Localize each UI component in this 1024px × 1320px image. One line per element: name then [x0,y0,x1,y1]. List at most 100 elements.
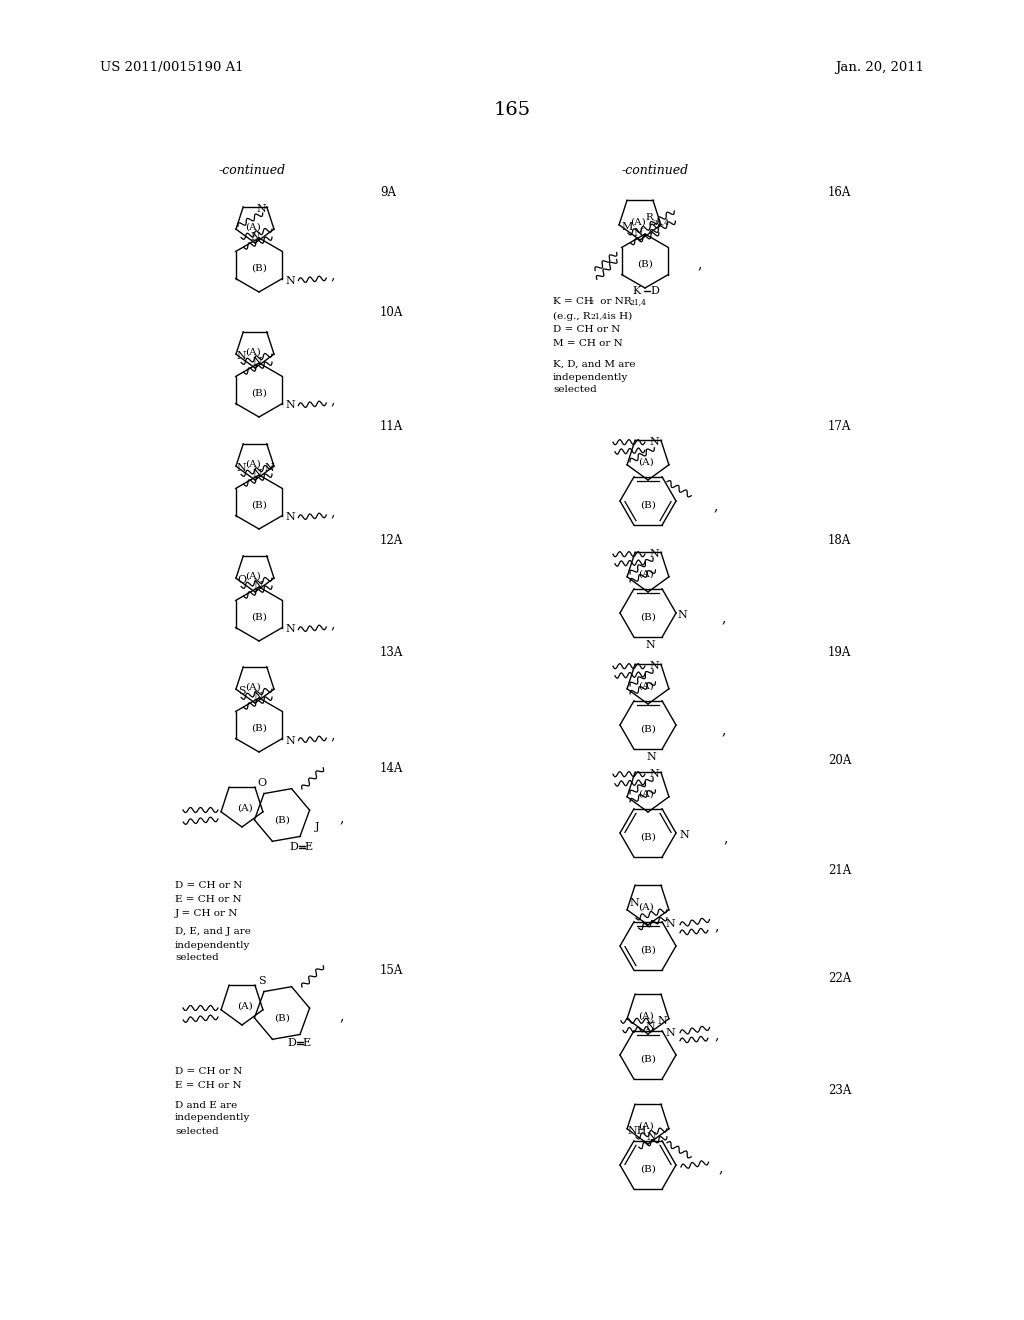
Text: ,: , [340,1008,344,1023]
Text: 22A: 22A [828,972,851,985]
Text: (A): (A) [638,903,654,912]
Text: ,: , [722,723,726,737]
Text: E = CH or N: E = CH or N [175,1081,242,1090]
Text: 14A: 14A [380,762,403,775]
Text: (A): (A) [638,1122,654,1130]
Text: N: N [286,735,295,746]
Text: 21,4: 21,4 [629,298,646,306]
Text: ,: , [330,268,335,282]
Text: is H): is H) [604,312,632,321]
Text: (B): (B) [251,612,267,622]
Text: N: N [649,437,658,447]
Text: N: N [633,228,643,238]
Text: N: N [649,661,658,671]
Text: (B): (B) [274,1014,290,1023]
Text: S: S [239,686,246,696]
Text: independently: independently [175,1114,251,1122]
Text: N: N [252,356,262,367]
Text: K: K [633,286,641,296]
Text: N: N [649,770,658,779]
Text: 19A: 19A [828,645,851,659]
Text: 18A: 18A [828,533,851,546]
Text: 20A: 20A [828,754,851,767]
Text: 165: 165 [494,102,530,119]
Text: ,: , [330,618,335,631]
Text: (B): (B) [274,816,290,825]
Text: selected: selected [175,953,219,962]
Text: (B): (B) [640,945,656,954]
Text: N: N [286,512,295,523]
Text: N: N [645,640,655,649]
Text: 16A: 16A [828,186,851,199]
Text: J: J [314,822,319,832]
Text: 21A: 21A [828,863,851,876]
Text: (A): (A) [245,459,261,469]
Text: (A): (A) [638,569,654,578]
Text: N: N [666,1028,675,1038]
Text: R: R [645,214,652,223]
Text: (A): (A) [638,789,654,799]
Text: ₂: ₂ [590,297,594,306]
Text: N: N [253,581,263,591]
Text: N: N [629,898,639,908]
Text: N: N [645,1022,655,1032]
Text: (A): (A) [638,1011,654,1020]
Text: D, E, and J are: D, E, and J are [175,928,251,936]
Text: selected: selected [175,1126,219,1135]
Text: independently: independently [553,372,629,381]
Text: independently: independently [175,940,251,949]
Text: ,: , [724,832,728,845]
Text: (e.g., R: (e.g., R [553,312,591,321]
Text: M: M [622,222,633,232]
Text: 9A: 9A [380,186,396,199]
Text: -continued: -continued [218,164,286,177]
Text: NH: NH [628,1126,647,1135]
Text: (A): (A) [245,572,261,581]
Text: (B): (B) [251,723,267,733]
Text: ,: , [330,506,335,520]
Text: (A): (A) [238,1002,253,1011]
Text: E: E [302,1038,310,1048]
Text: ,: , [714,499,718,513]
Text: (B): (B) [640,833,656,842]
Text: ,: , [715,1028,719,1043]
Text: N: N [264,463,273,473]
Text: 21,4: 21,4 [590,312,607,319]
Text: N: N [286,624,295,635]
Text: S: S [258,975,266,986]
Text: (B): (B) [251,388,267,397]
Text: E: E [304,842,312,851]
Text: N: N [253,692,263,702]
Text: D: D [290,842,298,851]
Text: (B): (B) [640,725,656,734]
Text: (A): (A) [630,218,646,227]
Text: N: N [237,351,246,362]
Text: N: N [257,203,266,214]
Text: 23A: 23A [828,1084,851,1097]
Text: (B): (B) [637,260,653,268]
Text: ,: , [722,611,726,624]
Text: D: D [288,1038,296,1048]
Text: ,: , [719,1162,723,1175]
Text: (B): (B) [640,1055,656,1064]
Text: 12A: 12A [380,533,403,546]
Text: O: O [238,576,247,585]
Text: 10A: 10A [380,305,403,318]
Text: D = CH or N: D = CH or N [175,880,243,890]
Text: (B): (B) [251,500,267,510]
Text: (A): (A) [238,804,253,813]
Text: N: N [649,549,658,560]
Text: selected: selected [553,385,597,395]
Text: 17A: 17A [828,421,851,433]
Text: (A): (A) [245,347,261,356]
Text: -continued: -continued [622,164,688,177]
Text: 15A: 15A [380,964,403,977]
Text: E = CH or N: E = CH or N [175,895,242,903]
Text: N: N [677,610,687,620]
Text: Jan. 20, 2011: Jan. 20, 2011 [835,62,924,74]
Text: D = CH or N: D = CH or N [175,1068,243,1077]
Text: ,: , [340,810,344,825]
Text: N: N [646,752,656,762]
Text: ,: , [330,729,335,742]
Text: 13A: 13A [380,645,403,659]
